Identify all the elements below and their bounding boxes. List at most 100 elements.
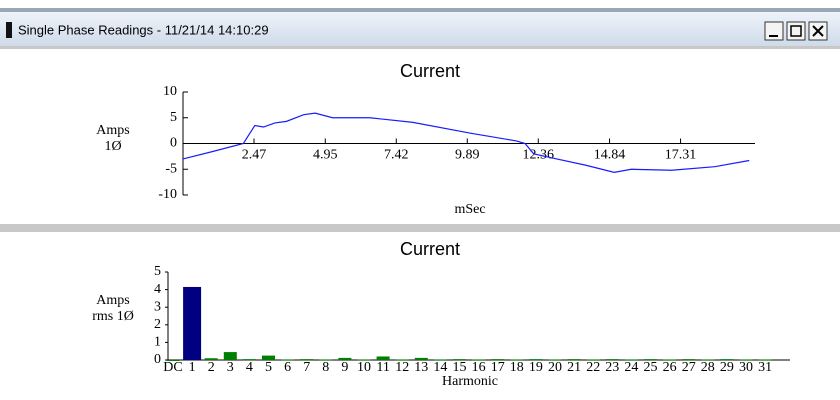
x-tick-label: 17 bbox=[491, 360, 505, 375]
bar bbox=[281, 359, 295, 361]
maximize-button[interactable] bbox=[786, 21, 806, 41]
bar bbox=[663, 359, 677, 361]
x-tick-label: 1 bbox=[189, 360, 196, 375]
bar bbox=[338, 357, 352, 360]
x-tick-label: 18 bbox=[510, 360, 524, 375]
x-tick-label: 22 bbox=[586, 360, 600, 375]
bar bbox=[472, 359, 486, 361]
x-tick-label: 17.31 bbox=[665, 148, 697, 163]
bar bbox=[414, 357, 428, 360]
x-tick-label: 31 bbox=[758, 360, 772, 375]
x-tick-label: 9 bbox=[341, 360, 348, 375]
bar bbox=[453, 359, 466, 361]
bar bbox=[300, 359, 314, 361]
chart-title: Current bbox=[400, 239, 460, 259]
x-tick-label: 2.47 bbox=[242, 148, 267, 163]
bar bbox=[357, 359, 371, 361]
x-tick-label: DC bbox=[163, 360, 182, 375]
y-tick-label: 5 bbox=[154, 264, 161, 279]
y-axis-label: Amps bbox=[96, 293, 129, 308]
y-tick-label: 0 bbox=[170, 136, 177, 151]
panel-border bbox=[0, 46, 840, 49]
x-tick-label: 6 bbox=[284, 360, 291, 375]
x-tick-label: 3 bbox=[227, 360, 234, 375]
y-tick-label: 0 bbox=[154, 352, 161, 367]
bar bbox=[183, 286, 202, 360]
x-axis-label: Harmonic bbox=[442, 374, 498, 389]
bar bbox=[319, 359, 333, 361]
x-tick-label: 2 bbox=[208, 360, 215, 375]
x-tick-label: 23 bbox=[605, 360, 619, 375]
x-tick-label: 9.89 bbox=[455, 148, 480, 163]
bar bbox=[529, 359, 543, 361]
bar bbox=[548, 359, 562, 361]
y-tick-label: -10 bbox=[158, 187, 177, 202]
x-tick-label: 25 bbox=[644, 360, 658, 375]
bar bbox=[242, 359, 256, 361]
x-tick-label: 28 bbox=[701, 360, 715, 375]
x-tick-label: 26 bbox=[663, 360, 677, 375]
bar bbox=[644, 359, 657, 361]
x-axis-label: mSec bbox=[454, 202, 485, 217]
bar bbox=[720, 359, 734, 361]
y-tick-label: 10 bbox=[163, 84, 177, 99]
minimize-button[interactable] bbox=[764, 21, 784, 41]
y-tick-label: 5 bbox=[170, 110, 177, 125]
y-axis-label: rms 1Ø bbox=[92, 309, 134, 324]
x-tick-label: 15 bbox=[453, 360, 467, 375]
x-tick-label: 7.42 bbox=[384, 148, 409, 163]
chart-title: Current bbox=[400, 61, 460, 81]
bar bbox=[739, 359, 753, 361]
bar bbox=[204, 358, 218, 360]
y-tick-label: 2 bbox=[154, 317, 161, 332]
x-tick-label: 20 bbox=[548, 360, 562, 375]
line-series bbox=[182, 112, 750, 173]
bar bbox=[758, 359, 772, 361]
x-tick-label: 27 bbox=[682, 360, 696, 375]
y-tick-label: 1 bbox=[154, 335, 161, 350]
y-tick-label: 3 bbox=[154, 299, 161, 314]
bar bbox=[567, 359, 581, 361]
app-icon bbox=[6, 22, 12, 38]
x-tick-label: 21 bbox=[567, 360, 581, 375]
x-tick-label: 8 bbox=[322, 360, 329, 375]
bar bbox=[682, 359, 696, 361]
bar bbox=[491, 359, 505, 361]
x-tick-label: 13 bbox=[414, 360, 428, 375]
window-title: Single Phase Readings - 11/21/14 14:10:2… bbox=[18, 22, 269, 37]
close-button[interactable] bbox=[808, 21, 828, 41]
bar bbox=[433, 359, 447, 361]
y-axis-label: Amps bbox=[96, 123, 129, 138]
x-tick-label: 4.95 bbox=[313, 148, 338, 163]
x-tick-label: 10 bbox=[357, 360, 371, 375]
title-bar bbox=[0, 12, 840, 46]
y-axis-label: 1Ø bbox=[104, 139, 121, 154]
bar bbox=[510, 359, 524, 361]
window-border bbox=[0, 8, 840, 12]
bar bbox=[376, 356, 390, 360]
bar bbox=[223, 352, 237, 360]
x-tick-label: 29 bbox=[720, 360, 734, 375]
bar bbox=[605, 359, 619, 361]
x-tick-label: 5 bbox=[265, 360, 272, 375]
panel-splitter bbox=[0, 224, 840, 232]
bar bbox=[395, 359, 409, 361]
bar bbox=[262, 355, 275, 360]
x-tick-label: 19 bbox=[529, 360, 543, 375]
x-tick-label: 16 bbox=[472, 360, 486, 375]
bar bbox=[586, 359, 600, 361]
bar bbox=[166, 360, 180, 361]
y-tick-label: -5 bbox=[165, 161, 177, 176]
x-tick-label: 4 bbox=[246, 360, 253, 375]
x-tick-label: 11 bbox=[376, 360, 389, 375]
y-tick-label: 4 bbox=[154, 282, 161, 297]
bar bbox=[701, 359, 715, 361]
x-tick-label: 14 bbox=[433, 360, 447, 375]
x-tick-label: 7 bbox=[303, 360, 310, 375]
x-tick-label: 14.84 bbox=[594, 148, 626, 163]
x-tick-label: 30 bbox=[739, 360, 753, 375]
x-tick-label: 24 bbox=[624, 360, 638, 375]
x-tick-label: 12 bbox=[395, 360, 409, 375]
